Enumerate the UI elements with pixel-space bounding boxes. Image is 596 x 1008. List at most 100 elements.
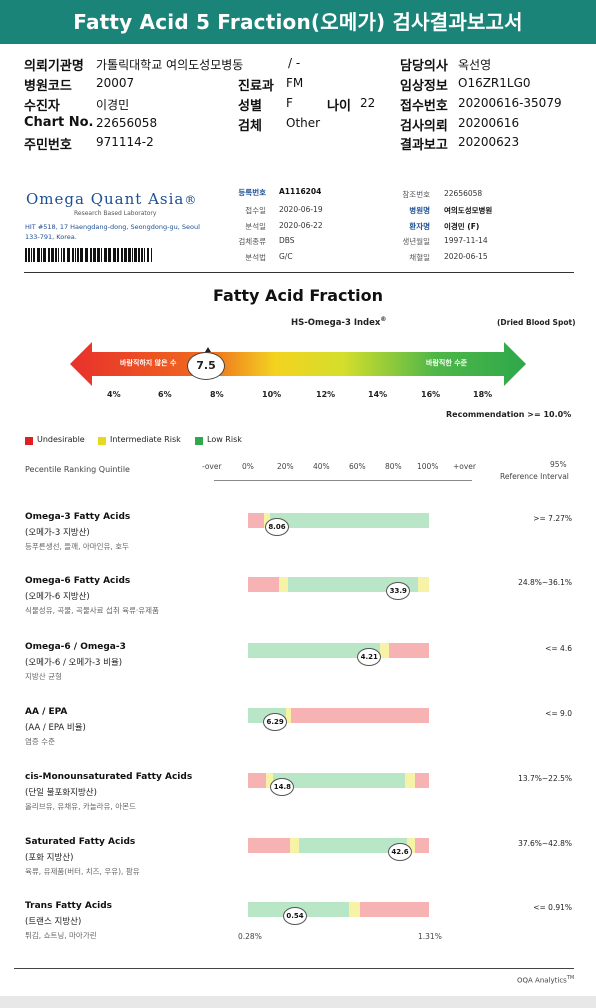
row-note: 등푸른생선, 들깨, 아마인유, 호두	[25, 542, 130, 551]
id-value: 971114-2	[96, 135, 154, 149]
bar-segment-green	[273, 773, 406, 788]
hospital-code-label: 병원코드	[24, 79, 72, 94]
doctor-value: 옥선영	[458, 58, 492, 72]
hs-omega3-sup: ®	[380, 316, 387, 323]
hospital-name-value: 여의도성모병원	[444, 206, 493, 215]
row-title: Omega-6 Fatty Acids	[25, 576, 131, 586]
row-subtitle: (단일 불포화지방산)	[25, 788, 97, 798]
chart-value: 22656058	[96, 116, 158, 130]
bar-segment-yellow	[380, 643, 390, 658]
specimen-type-label: 검체종류	[238, 237, 266, 246]
hs-omega3-subtitle: HS-Omega-3 Index®	[291, 316, 386, 328]
omega3-index-arrow	[70, 342, 526, 386]
legend-swatch	[195, 437, 203, 445]
row-subtitle: (오메가-6 / 오메가-3 비율)	[25, 658, 123, 668]
value-marker: 42.6	[388, 843, 413, 861]
percentile-label: Pecentile Ranking Quintile	[25, 465, 130, 474]
institution-value: 가톨릭대학교 여의도성모병동	[96, 58, 244, 72]
percentile-bar	[248, 902, 429, 917]
row-title: Trans Fatty Acids	[25, 901, 113, 911]
row-note: 지방산 균형	[25, 672, 62, 681]
fatty-acid-fraction-title: Fatty Acid Fraction	[212, 286, 384, 305]
percentile-tick-label: 40%	[313, 462, 330, 471]
omega3-index-value: 7.5	[196, 359, 216, 372]
specimen-value: Other	[286, 116, 321, 130]
bar-segment-red	[360, 902, 429, 917]
bar-segment-yellow	[289, 838, 299, 853]
legend-swatch	[25, 437, 33, 445]
row-reference: >= 7.27%	[533, 514, 572, 523]
recommendation-text: Recommendation >= 10.0%	[446, 410, 572, 419]
dob-label: 생년월일	[402, 237, 430, 246]
reg-no-value: A1116204	[279, 187, 322, 196]
specimen-label: 검체	[238, 119, 262, 134]
row-title: Omega-3 Fatty Acids	[25, 512, 131, 522]
row-note: 염증 수준	[25, 737, 55, 746]
percentile-tick-label: 0%	[242, 462, 254, 471]
oqa-brand-text: OQA Analytics	[517, 976, 567, 985]
hospital-name-label: 병원명	[409, 206, 430, 215]
row-reference: <= 4.6	[545, 644, 572, 653]
marker-caret-icon	[205, 347, 211, 352]
dept-value: FM	[286, 76, 304, 90]
row-reference: 13.7%~22.5%	[518, 774, 572, 783]
legend-label: Undesirable	[37, 435, 85, 444]
row-note: 육류, 유제품(버터, 치즈, 우유), 팜유	[25, 867, 140, 876]
bar-segment-red	[414, 773, 429, 788]
reference-label-2: Reference Interval	[500, 472, 569, 481]
report-title-banner: Fatty Acid 5 Fraction(오메가) 검사결과보고서	[0, 0, 596, 44]
patient-name-value: 이경민 (F)	[444, 222, 480, 231]
chart-label: Chart No.	[24, 115, 94, 130]
row-reference: <= 0.91%	[533, 903, 572, 912]
specimen-type-value: DBS	[279, 236, 295, 245]
bar-segment-yellow	[266, 773, 274, 788]
report-value: 20200623	[458, 135, 520, 149]
row-subtitle: (트랜스 지방산)	[25, 917, 82, 927]
omega3-index-marker: 7.5	[187, 352, 225, 380]
row-subtitle: (오메가-6 지방산)	[25, 592, 90, 602]
lab-logo-text: Omega Quant Asia	[26, 190, 185, 208]
separator-slash: / -	[288, 56, 301, 70]
index-tick-label: 6%	[158, 390, 172, 399]
percentile-tick-label: 20%	[277, 462, 294, 471]
row-note: 튀김, 쇼트닝, 마아가린	[25, 931, 97, 940]
row-reference: 24.8%~36.1%	[518, 578, 572, 587]
row-subtitle: (포화 지방산)	[25, 853, 74, 863]
hospital-code-value: 20007	[96, 76, 135, 90]
row-reference: <= 9.0	[545, 709, 572, 718]
lab-logo-tm: ®	[184, 193, 198, 207]
bar-segment-red	[389, 643, 429, 658]
index-tick-label: 16%	[421, 390, 441, 399]
row-title: Saturated Fatty Acids	[25, 837, 136, 847]
patient-name-label: 환자명	[409, 222, 430, 231]
row-title: AA / EPA	[25, 707, 68, 717]
bar-segment-green	[298, 838, 408, 853]
dob-value: 1997-11-14	[444, 236, 488, 245]
index-tick-label: 4%	[107, 390, 121, 399]
value-marker: 6.29	[263, 713, 288, 731]
recipient-value: 이경민	[96, 98, 130, 112]
id-label: 주민번호	[24, 138, 72, 153]
percentile-tick-label: 60%	[349, 462, 366, 471]
row-title: cis-Monounsaturated Fatty Acids	[25, 772, 193, 782]
bar-segment-green	[269, 513, 429, 528]
bar-segment-yellow	[278, 577, 288, 592]
bar-segment-yellow	[405, 773, 415, 788]
bar-segment-red	[248, 773, 267, 788]
footer-divider	[14, 968, 574, 969]
value-marker: 4.21	[357, 648, 382, 666]
arrow-left-text: 바람직하지 않은 수	[120, 359, 177, 367]
header-divider	[24, 272, 574, 273]
percentile-bar	[248, 577, 429, 592]
institution-label: 의뢰기관명	[24, 59, 84, 74]
hs-omega3-subtitle-text: HS-Omega-3 Index	[291, 317, 381, 328]
percentile-bar	[248, 773, 429, 788]
legend-label: Low Risk	[207, 435, 242, 444]
method-value: G/C	[279, 252, 293, 261]
report-title: Fatty Acid 5 Fraction(오메가) 검사결과보고서	[73, 10, 523, 34]
reg-no-label: 등록번호	[238, 188, 266, 197]
sex-value: F	[286, 96, 293, 110]
lab-logo: Omega Quant Asia®	[26, 190, 197, 208]
row-subtitle: (오메가-3 지방산)	[25, 528, 90, 538]
recipient-label: 수진자	[24, 99, 60, 114]
